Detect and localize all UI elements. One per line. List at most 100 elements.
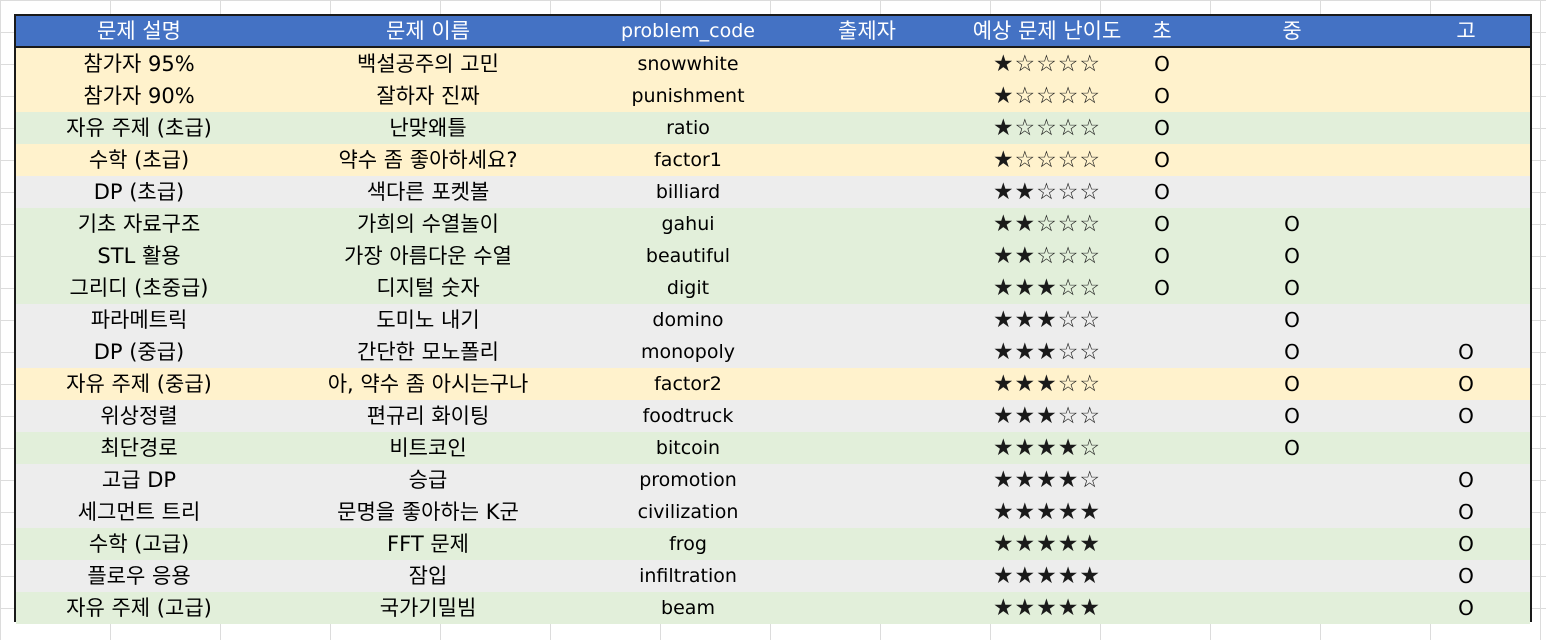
cell-problem-name[interactable]: 색다른 포켓볼 bbox=[366, 180, 490, 204]
cell-author[interactable] bbox=[782, 144, 952, 176]
cell-middle-mark[interactable] bbox=[1182, 176, 1402, 208]
cell-problem-name[interactable]: 잠입 bbox=[408, 564, 448, 588]
cell-high-mark[interactable] bbox=[1402, 272, 1530, 304]
cell-author[interactable] bbox=[782, 368, 952, 400]
cell-problem-name[interactable]: 약수 좀 좋아하세요? bbox=[338, 148, 518, 172]
cell-elementary-mark[interactable]: O bbox=[1154, 244, 1170, 268]
cell-author[interactable] bbox=[782, 240, 952, 272]
cell-problem-name[interactable]: 비트코인 bbox=[389, 436, 467, 460]
cell-problem-name[interactable]: 가희의 수열놀이 bbox=[357, 212, 499, 236]
cell-middle-mark[interactable] bbox=[1182, 48, 1402, 80]
cell-elementary-mark[interactable] bbox=[1142, 496, 1182, 528]
cell-problem-code[interactable]: beautiful bbox=[645, 245, 731, 267]
cell-elementary-mark[interactable] bbox=[1142, 464, 1182, 496]
cell-difficulty-stars[interactable]: ★★☆☆☆ bbox=[992, 179, 1102, 205]
header-elementary[interactable]: 초 bbox=[1152, 19, 1172, 43]
cell-problem-name[interactable]: 간단한 모노폴리 bbox=[357, 340, 499, 364]
cell-problem-code[interactable]: civilization bbox=[637, 501, 739, 523]
cell-elementary-mark[interactable] bbox=[1142, 368, 1182, 400]
cell-problem-name[interactable]: 디지털 숫자 bbox=[376, 276, 480, 300]
cell-high-mark[interactable] bbox=[1402, 48, 1530, 80]
cell-difficulty-stars[interactable]: ★★★★★ bbox=[992, 595, 1102, 621]
cell-problem-name[interactable]: 도미노 내기 bbox=[376, 308, 480, 332]
cell-problem-name[interactable]: 난맞왜틀 bbox=[389, 116, 467, 140]
cell-high-mark[interactable]: O bbox=[1458, 500, 1474, 524]
cell-high-mark[interactable]: O bbox=[1458, 532, 1474, 556]
cell-difficulty-stars[interactable]: ★★★☆☆ bbox=[992, 307, 1102, 333]
cell-problem-name[interactable]: 잘하자 진짜 bbox=[376, 84, 480, 108]
cell-difficulty-stars[interactable]: ★★★★★ bbox=[992, 499, 1102, 525]
cell-elementary-mark[interactable]: O bbox=[1154, 148, 1170, 172]
cell-high-mark[interactable]: O bbox=[1458, 404, 1474, 428]
cell-difficulty-stars[interactable]: ★★★☆☆ bbox=[992, 275, 1102, 301]
cell-elementary-mark[interactable] bbox=[1142, 560, 1182, 592]
cell-middle-mark[interactable]: O bbox=[1284, 436, 1300, 460]
cell-description[interactable]: DP (초급) bbox=[93, 180, 185, 204]
cell-author[interactable] bbox=[782, 464, 952, 496]
cell-problem-code[interactable]: domino bbox=[652, 309, 724, 331]
cell-problem-name[interactable]: 문명을 좋아하는 K군 bbox=[337, 500, 519, 524]
cell-elementary-mark[interactable] bbox=[1142, 592, 1182, 624]
cell-high-mark[interactable] bbox=[1402, 80, 1530, 112]
cell-description[interactable]: 기초 자료구조 bbox=[77, 212, 201, 236]
header-high[interactable]: 고 bbox=[1456, 19, 1476, 43]
cell-author[interactable] bbox=[782, 432, 952, 464]
cell-middle-mark[interactable] bbox=[1182, 80, 1402, 112]
cell-middle-mark[interactable] bbox=[1182, 496, 1402, 528]
cell-author[interactable] bbox=[782, 496, 952, 528]
cell-problem-name[interactable]: 국가기밀빔 bbox=[379, 596, 477, 620]
cell-description[interactable]: STL 활용 bbox=[97, 244, 181, 268]
cell-problem-code[interactable]: gahui bbox=[661, 213, 715, 235]
cell-problem-code[interactable]: bitcoin bbox=[655, 437, 721, 459]
cell-difficulty-stars[interactable]: ★★★★☆ bbox=[992, 435, 1102, 461]
cell-description[interactable]: 위상정렬 bbox=[100, 404, 178, 428]
cell-middle-mark[interactable] bbox=[1182, 560, 1402, 592]
cell-problem-name[interactable]: 가장 아름다운 수열 bbox=[344, 244, 512, 268]
cell-middle-mark[interactable] bbox=[1182, 144, 1402, 176]
cell-problem-code[interactable]: ratio bbox=[666, 117, 710, 139]
cell-difficulty-stars[interactable]: ★★★☆☆ bbox=[992, 371, 1102, 397]
cell-author[interactable] bbox=[782, 176, 952, 208]
cell-middle-mark[interactable] bbox=[1182, 592, 1402, 624]
cell-problem-code[interactable]: frog bbox=[669, 533, 707, 555]
cell-high-mark[interactable] bbox=[1402, 144, 1530, 176]
cell-author[interactable] bbox=[782, 336, 952, 368]
cell-description[interactable]: 수학 (고급) bbox=[88, 532, 190, 556]
cell-high-mark[interactable]: O bbox=[1458, 468, 1474, 492]
cell-middle-mark[interactable]: O bbox=[1284, 340, 1300, 364]
cell-description[interactable]: 자유 주제 (초급) bbox=[66, 116, 212, 140]
cell-high-mark[interactable]: O bbox=[1458, 564, 1474, 588]
cell-problem-code[interactable]: monopoly bbox=[640, 341, 735, 363]
cell-author[interactable] bbox=[782, 304, 952, 336]
cell-problem-code[interactable]: foodtruck bbox=[642, 405, 734, 427]
cell-high-mark[interactable]: O bbox=[1458, 596, 1474, 620]
cell-elementary-mark[interactable] bbox=[1142, 432, 1182, 464]
cell-elementary-mark[interactable] bbox=[1142, 336, 1182, 368]
cell-problem-code[interactable]: infiltration bbox=[639, 565, 737, 587]
cell-problem-code[interactable]: digit bbox=[666, 277, 710, 299]
header-code[interactable]: problem_code bbox=[621, 20, 755, 42]
cell-description[interactable]: 세그먼트 트리 bbox=[77, 500, 201, 524]
cell-elementary-mark[interactable]: O bbox=[1154, 52, 1170, 76]
cell-problem-code[interactable]: punishment bbox=[631, 85, 745, 107]
cell-author[interactable] bbox=[782, 80, 952, 112]
cell-description[interactable]: 최단경로 bbox=[100, 436, 178, 460]
cell-high-mark[interactable]: O bbox=[1458, 340, 1474, 364]
cell-difficulty-stars[interactable]: ★★★☆☆ bbox=[992, 339, 1102, 365]
cell-elementary-mark[interactable] bbox=[1142, 528, 1182, 560]
cell-description[interactable]: DP (중급) bbox=[93, 340, 185, 364]
cell-author[interactable] bbox=[782, 272, 952, 304]
cell-description[interactable]: 자유 주제 (중급) bbox=[66, 372, 212, 396]
cell-elementary-mark[interactable]: O bbox=[1154, 180, 1170, 204]
cell-difficulty-stars[interactable]: ★★★★☆ bbox=[992, 467, 1102, 493]
cell-difficulty-stars[interactable]: ★☆☆☆☆ bbox=[992, 83, 1102, 109]
cell-high-mark[interactable] bbox=[1402, 432, 1530, 464]
cell-problem-name[interactable]: 승급 bbox=[408, 468, 448, 492]
header-difficulty[interactable]: 예상 문제 난이도 bbox=[972, 19, 1122, 43]
cell-description[interactable]: 플로우 응용 bbox=[87, 564, 191, 588]
cell-elementary-mark[interactable] bbox=[1142, 304, 1182, 336]
cell-description[interactable]: 파라메트릭 bbox=[90, 308, 188, 332]
cell-author[interactable] bbox=[782, 400, 952, 432]
cell-description[interactable]: 참가자 95% bbox=[83, 52, 195, 76]
cell-difficulty-stars[interactable]: ★★★★★ bbox=[992, 531, 1102, 557]
